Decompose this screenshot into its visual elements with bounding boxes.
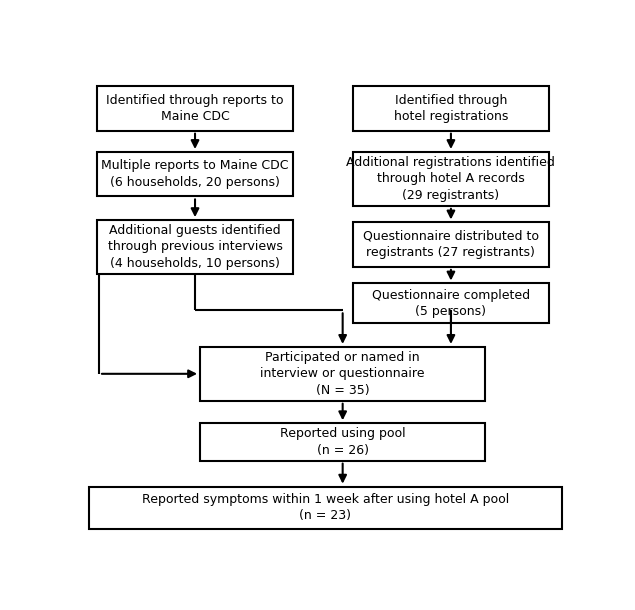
FancyBboxPatch shape bbox=[352, 284, 549, 323]
Text: Reported using pool
(n = 26): Reported using pool (n = 26) bbox=[280, 427, 406, 457]
Text: Additional guests identified
through previous interviews
(4 households, 10 perso: Additional guests identified through pre… bbox=[107, 224, 283, 270]
Text: Additional registrations identified
through hotel A records
(29 registrants): Additional registrations identified thro… bbox=[347, 156, 556, 202]
Text: Multiple reports to Maine CDC
(6 households, 20 persons): Multiple reports to Maine CDC (6 househo… bbox=[101, 159, 289, 189]
FancyBboxPatch shape bbox=[352, 152, 549, 206]
FancyBboxPatch shape bbox=[97, 152, 293, 196]
FancyBboxPatch shape bbox=[200, 347, 485, 401]
FancyBboxPatch shape bbox=[352, 86, 549, 131]
FancyBboxPatch shape bbox=[89, 487, 562, 529]
FancyBboxPatch shape bbox=[352, 222, 549, 267]
FancyBboxPatch shape bbox=[200, 423, 485, 461]
Text: Participated or named in
interview or questionnaire
(N = 35): Participated or named in interview or qu… bbox=[260, 351, 425, 397]
Text: Questionnaire distributed to
registrants (27 registrants): Questionnaire distributed to registrants… bbox=[363, 230, 539, 259]
Text: Identified through
hotel registrations: Identified through hotel registrations bbox=[394, 94, 508, 123]
Text: Reported symptoms within 1 week after using hotel A pool
(n = 23): Reported symptoms within 1 week after us… bbox=[142, 493, 509, 522]
FancyBboxPatch shape bbox=[97, 220, 293, 274]
FancyBboxPatch shape bbox=[97, 86, 293, 131]
Text: Questionnaire completed
(5 persons): Questionnaire completed (5 persons) bbox=[372, 289, 530, 318]
Text: Identified through reports to
Maine CDC: Identified through reports to Maine CDC bbox=[106, 94, 284, 123]
